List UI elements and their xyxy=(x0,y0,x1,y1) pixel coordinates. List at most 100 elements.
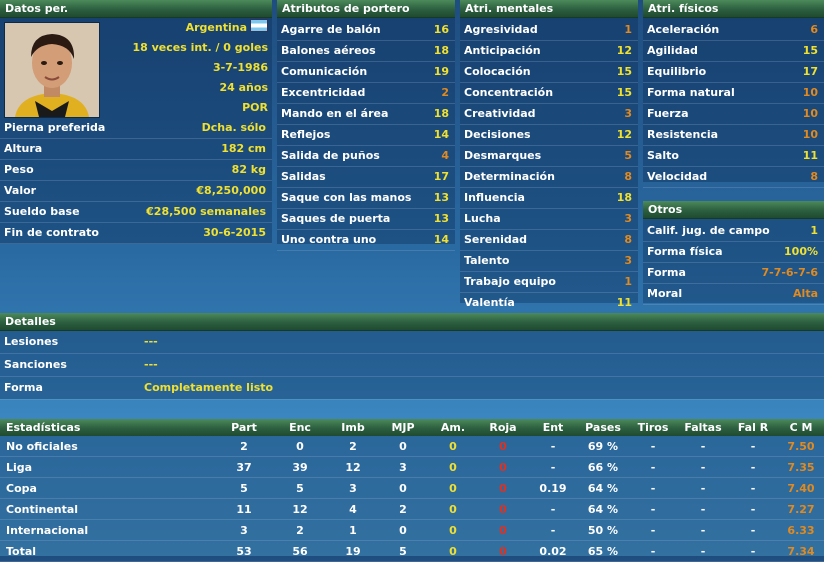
column-header[interactable]: Ent xyxy=(528,419,578,436)
personal-detail-value: €28,500 semanales xyxy=(146,205,266,218)
mental-attribute-row: Anticipación 12 xyxy=(460,41,638,62)
table-cell: 12 xyxy=(328,456,378,478)
goalkeeping-attribute-row: Saques de puerta 13 xyxy=(277,209,455,230)
competition-name: Total xyxy=(0,540,216,562)
personal-detail-row: Sueldo base €28,500 semanales xyxy=(0,202,272,223)
other-attribute-row: Moral Alta xyxy=(643,284,824,305)
table-cell: - xyxy=(528,436,578,457)
table-cell: - xyxy=(678,436,728,457)
column-header[interactable]: Tiros xyxy=(628,419,678,436)
mental-attribute-value: 18 xyxy=(616,191,632,204)
table-cell: 5 xyxy=(272,477,328,499)
goalkeeping-attribute-value: 14 xyxy=(433,233,449,246)
personal-detail-label: Fin de contrato xyxy=(4,226,99,239)
table-row: Continental 11 12 4 2 0 0-64 % - - -7.27 xyxy=(0,498,824,520)
table-row: Internacional 3 2 1 0 0 0-50 % - - -6.33 xyxy=(0,519,824,541)
competition-name: Liga xyxy=(0,456,216,478)
table-row: No oficiales 2 0 2 0 0 0-69 % - - -7.50 xyxy=(0,436,824,457)
physical-attribute-value: 11 xyxy=(802,149,818,162)
physical-attribute-row: Agilidad 15 xyxy=(643,41,824,62)
column-header[interactable]: Enc xyxy=(272,419,328,436)
personal-detail-row: Fin de contrato 30-6-2015 xyxy=(0,223,272,244)
table-cell: 0 xyxy=(378,436,428,457)
table-cell: 0 xyxy=(478,540,528,562)
table-cell: 3 xyxy=(328,477,378,499)
column-header[interactable]: Pases xyxy=(578,419,628,436)
table-cell: 65 % xyxy=(578,540,628,562)
mental-attribute-label: Trabajo equipo xyxy=(464,275,556,288)
column-header[interactable]: Faltas xyxy=(678,419,728,436)
physical-attribute-row: Velocidad 8 xyxy=(643,167,824,188)
goalkeeping-attribute-value: 4 xyxy=(441,149,449,162)
column-header[interactable]: Part xyxy=(216,419,272,436)
table-cell: 0 xyxy=(428,540,478,562)
physical-attribute-row: Aceleración 6 xyxy=(643,20,824,41)
column-header[interactable]: Roja xyxy=(478,419,528,436)
statistics-panel: Estadísticas Part Enc Imb MJP Am. Roja Ent Pases… xyxy=(0,419,824,562)
table-cell: 7.40 xyxy=(778,477,824,499)
mental-attribute-label: Valentía xyxy=(464,296,515,309)
nation-link[interactable]: Argentina xyxy=(185,21,247,34)
mental-attribute-row: Serenidad 8 xyxy=(460,230,638,251)
mental-attribute-row: Concentración 15 xyxy=(460,83,638,104)
mental-attribute-value: 5 xyxy=(624,149,632,162)
personal-detail-value: 182 cm xyxy=(221,142,266,155)
column-header[interactable]: Estadísticas xyxy=(0,419,216,436)
statistics-table: Estadísticas Part Enc Imb MJP Am. Roja Ent Pases… xyxy=(0,419,824,562)
goalkeeping-attribute-row: Excentricidad 2 xyxy=(277,83,455,104)
table-cell: - xyxy=(728,498,778,520)
mental-attribute-row: Colocación 15 xyxy=(460,62,638,83)
physical-attribute-row: Equilibrio 17 xyxy=(643,62,824,83)
other-attribute-row: Forma 7-7-6-7-6 xyxy=(643,263,824,284)
mental-attribute-row: Desmarques 5 xyxy=(460,146,638,167)
table-cell: 66 % xyxy=(578,456,628,478)
table-cell: 37 xyxy=(216,456,272,478)
column-header[interactable]: MJP xyxy=(378,419,428,436)
mental-list: Agresividad 1 Anticipación 12 Colocación 15 Co… xyxy=(460,20,638,314)
table-cell: 0 xyxy=(478,519,528,541)
physical-attribute-value: 17 xyxy=(802,65,818,78)
table-cell: 7.35 xyxy=(778,456,824,478)
table-cell: - xyxy=(678,519,728,541)
table-cell: 11 xyxy=(216,498,272,520)
column-header[interactable]: Fal R xyxy=(728,419,778,436)
mental-attribute-label: Serenidad xyxy=(464,233,528,246)
table-cell: 0 xyxy=(478,456,528,478)
physical-attribute-row: Resistencia 10 xyxy=(643,125,824,146)
personal-detail-row: Pierna preferida Dcha. sólo xyxy=(0,118,272,139)
mental-attribute-value: 3 xyxy=(624,212,632,225)
goalkeeping-attribute-label: Mando en el área xyxy=(281,107,389,120)
column-header[interactable]: Am. xyxy=(428,419,478,436)
table-cell: - xyxy=(528,456,578,478)
argentina-flag-icon xyxy=(250,19,268,32)
mental-attribute-value: 8 xyxy=(624,170,632,183)
table-cell: - xyxy=(678,477,728,499)
mental-panel: Atri. mentales Agresividad 1 Anticipación 1… xyxy=(460,0,638,314)
column-header[interactable]: C M xyxy=(778,419,824,436)
goalkeeping-attribute-value: 2 xyxy=(441,86,449,99)
mental-attribute-value: 15 xyxy=(616,86,632,99)
goalkeeping-attribute-row: Reflejos 14 xyxy=(277,125,455,146)
table-cell: 53 xyxy=(216,540,272,562)
competition-name: No oficiales xyxy=(0,436,216,457)
physical-attribute-value: 10 xyxy=(802,128,818,141)
goalkeeping-attribute-row: Uno contra uno 14 xyxy=(277,230,455,251)
mental-attribute-label: Creatividad xyxy=(464,107,536,120)
mental-attribute-value: 12 xyxy=(616,128,632,141)
table-cell: 2 xyxy=(378,498,428,520)
goalkeeping-attribute-label: Uno contra uno xyxy=(281,233,377,246)
other-attribute-row: Calif. jug. de campo 1 xyxy=(643,221,824,242)
details-value: Completamente listo xyxy=(144,381,274,394)
mental-attribute-value: 3 xyxy=(624,107,632,120)
physical-attribute-value: 8 xyxy=(810,170,818,183)
physical-attribute-label: Salto xyxy=(647,149,679,162)
physical-attribute-label: Aceleración xyxy=(647,23,720,36)
column-header[interactable]: Imb xyxy=(328,419,378,436)
physical-attribute-row: Fuerza 10 xyxy=(643,104,824,125)
mental-attribute-row: Determinación 8 xyxy=(460,167,638,188)
table-cell: - xyxy=(628,540,678,562)
personal-detail-row: Altura 182 cm xyxy=(0,139,272,160)
goalkeeping-attribute-value: 18 xyxy=(433,107,449,120)
table-cell: - xyxy=(678,540,728,562)
goalkeeping-attribute-value: 13 xyxy=(433,212,449,225)
